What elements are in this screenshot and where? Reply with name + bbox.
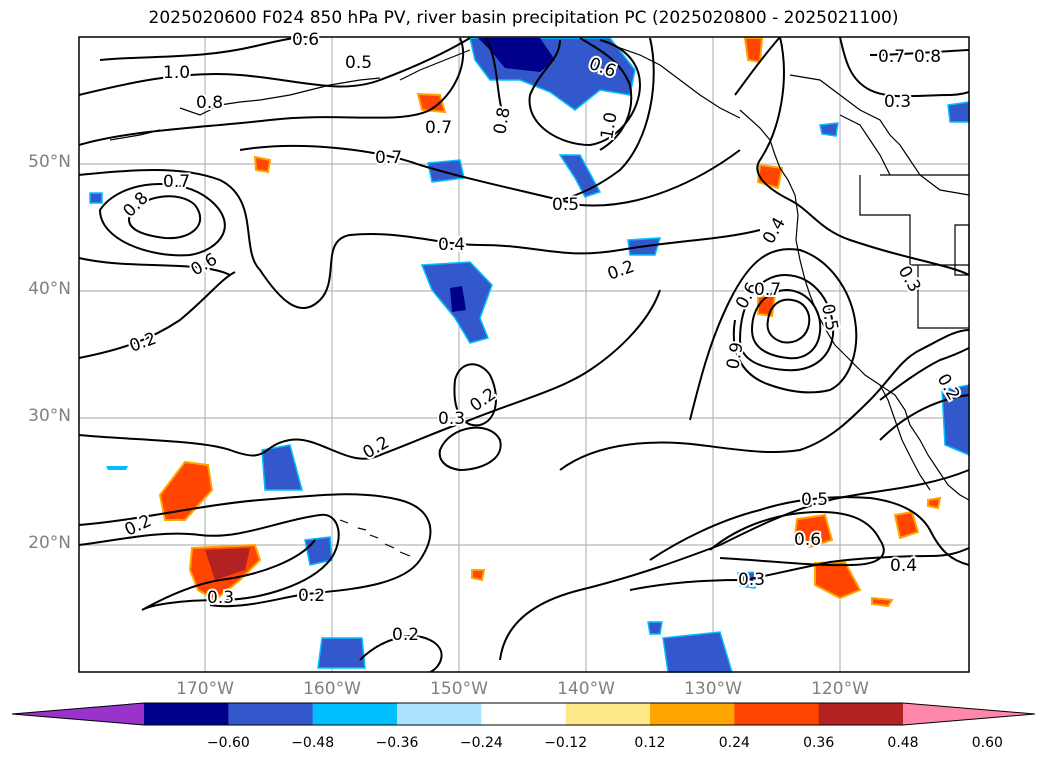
colorbar-segment [650,703,735,725]
contour-label: 0.2 [298,586,325,606]
contour-label: 0.4 [438,235,465,255]
pv-contours [78,36,970,673]
colorbar-tick-label: −0.12 [544,735,588,751]
contour-label: 1.0 [163,63,190,83]
colorbar-tick-label: −0.36 [375,735,419,751]
lat-label: 30°N [28,406,71,426]
colorbar-segment [144,703,229,725]
colorbar-segment [397,703,482,725]
colorbar-segment [734,703,820,725]
contour-label: 0.5 [552,195,579,215]
contour-label: 0.2 [392,625,419,645]
colorbar-tick-label: 0.36 [803,735,835,751]
colorbar-tick-label: −0.24 [459,735,503,751]
lon-label: 130°W [684,679,742,699]
colorbar-tick-label: 0.48 [887,735,919,751]
colorbar-tick-label: 0.24 [718,735,750,751]
contour-label: 0.3 [884,92,911,112]
lon-label: 120°W [811,679,869,699]
colorbar-segment [818,703,904,725]
colorbar-tick-label: 0.60 [971,735,1003,751]
colorbar-tick-label: 0.12 [634,735,666,751]
colorbar-extend-low [12,703,144,725]
colorbar [11,702,1036,726]
contour-label: 0.3 [738,570,765,590]
lat-label: 20°N [28,533,71,553]
contour-label: 0.7 [163,172,190,192]
colorbar-tick-label: −0.60 [206,735,250,751]
map-frame [78,36,970,673]
contour-label: 0.8 [196,93,223,113]
colorbar-segment [481,703,567,725]
contour-label: 0.7 [878,47,905,67]
precip-negative-areas [89,37,970,673]
colorbar-segment [312,703,398,725]
lon-label: 160°W [303,679,361,699]
contour-label: 0.3 [438,409,465,429]
lat-label: 40°N [28,279,71,299]
colorbar-tick-label: −0.48 [291,735,335,751]
contour-label: 0.7 [754,280,781,300]
lon-label: 140°W [557,679,615,699]
contour-label: 0.7 [425,118,452,138]
contour-label: 0.6 [292,30,319,50]
contour-label: 0.5 [817,302,841,332]
contour-label: 0.7 [375,148,402,168]
contour-label: 0.6 [794,530,821,550]
lon-label: 170°W [176,679,234,699]
colorbar-segment [565,703,651,725]
contour-label: 0.4 [890,556,917,576]
contour-label: 0.8 [914,47,941,67]
colorbar-segment [228,703,314,725]
map-title: 2025020600 F024 850 hPa PV, river basin … [148,8,899,28]
lat-label: 50°N [28,152,71,172]
contour-label: 0.3 [207,588,234,608]
colorbar-extend-high [903,703,1035,725]
coastlines [109,39,970,557]
lon-label: 150°W [430,679,488,699]
contour-label: 0.5 [801,490,828,510]
contour-label: 0.5 [345,53,372,73]
